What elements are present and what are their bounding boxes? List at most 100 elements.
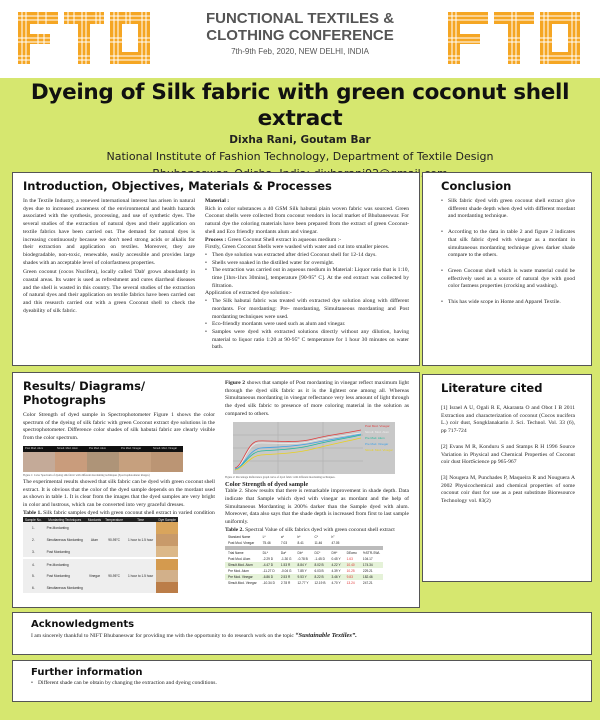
table-cell: -1.45 D <box>314 557 325 562</box>
figure-1-color-spectrum: Post Mod. Alum Simult. Mod. Alum Pre Mod. … <box>23 445 215 472</box>
spectrum-swatch: Simult. Mod. Alum <box>55 445 87 472</box>
figure-2-legend: Post Mod. Vinegar Simult. Mod. Alum Pre Mo… <box>363 421 395 474</box>
table-cell: 8.84 Y <box>294 562 312 569</box>
section-heading: Literature cited <box>441 381 543 395</box>
sample-no: 1. <box>23 522 44 535</box>
table-2: Standard Name L* a* b* C* h° Post Mod. Vinegar… <box>225 534 384 586</box>
table-cell: -0.04 G <box>280 569 292 574</box>
section-heading: Further information <box>31 667 143 678</box>
conference-name: FUNCTIONAL TEXTILES & CLOTHING CONFERENC… <box>190 10 410 56</box>
technique: Pre-Mordanting <box>43 558 86 571</box>
table-cell: 9.83 <box>343 574 360 581</box>
spectrum-swatch: Pre Mod. Alum <box>87 445 119 472</box>
table-cell: 9.53 Y <box>294 574 312 581</box>
table-cell: 104.17 <box>362 557 373 562</box>
color-strength-heading: Color Strength of dyed sample <box>225 480 309 488</box>
process-step: Then dye solution was extracted after dr… <box>205 252 409 260</box>
application-step: Samples were dyed with extracted solutio… <box>205 329 409 352</box>
table-header-row: Standard Name L* a* b* C* h° <box>225 534 383 540</box>
table-cell: 1.63 <box>346 557 353 562</box>
technique: Post Mordanting <box>43 546 86 559</box>
table-cell: 8.22 B <box>311 574 329 581</box>
table-cell: 1.53 R <box>277 562 295 569</box>
intro-paragraph: Green coconut (cocos Nucifera), locally … <box>23 269 195 314</box>
table-row: 1. Pre-Mordanting Alum 90-95°C 1 hour to 1.5… <box>23 522 179 559</box>
ack-text: I am sincerely thankful to NIFT Bhubanes… <box>31 633 296 639</box>
swatch-label: Simult. Mod. Vinegar <box>151 445 183 452</box>
table-cell: DL* <box>262 551 268 556</box>
table-cell: Db* <box>297 551 303 556</box>
swatch-label: Pre Mod. Vinegar <box>119 445 151 452</box>
table-cell: Standard Name <box>228 535 251 540</box>
table-cell: -11.27 D <box>262 569 275 574</box>
swatch-label: Pre Mod. Alum <box>87 445 119 452</box>
table-row: Post Mod. Vinegar 75.46 7.03 8.41 11.46 47.05 <box>225 540 383 546</box>
table-row: Simult.Mod. Alum -4.47 D 1.53 R 8.84 Y 8.02 … <box>225 562 384 569</box>
table-cell: 11.46 <box>314 541 323 546</box>
column-header: Mordants <box>85 517 104 523</box>
section-heading: Acknowledgments <box>31 619 135 630</box>
dye-sample-swatch <box>156 582 179 595</box>
table-row: Pre Mod. Vinegar -6.86 D 2.53 R 9.53 Y 8.22 … <box>225 574 384 581</box>
swatch-label: Post Mod. Alum <box>23 445 55 452</box>
table-separator <box>225 546 384 551</box>
results-section: Results/ Diagrams/ Photographs Color Str… <box>12 372 420 608</box>
intro-section: Introduction, Objectives, Materials & Pr… <box>12 172 420 366</box>
legend-entry: Pre Mod. Vinegar <box>365 441 389 446</box>
conclusion-item: According to the data in table 2 and fig… <box>441 229 575 260</box>
table-cell: 10.25 <box>346 569 355 574</box>
application-step: Eco-friendly mordants were used such as … <box>205 321 409 329</box>
table-1-label: Table 1. <box>23 509 42 516</box>
sample-no: 4. <box>23 558 44 571</box>
poster-title: Dyeing of Silk fabric with green coconut… <box>30 80 570 131</box>
temperature: 90-95°C <box>103 558 126 595</box>
table-cell: Simult.Mod. Alum <box>225 562 260 569</box>
legend-entry: Simult. Mod. Alum <box>365 429 390 434</box>
conference-date: 7th-9th Feb, 2020, NEW DELHI, INDIA <box>231 47 369 56</box>
results-paragraph: Table 2. Show results that there is rema… <box>225 488 409 526</box>
table-cell: 13.24 <box>346 581 355 586</box>
results-paragraph: Color Strength of dyed sample in Spectro… <box>23 412 215 442</box>
table-cell: h° <box>331 535 335 540</box>
application-step: The Silk habutai fabric was treated with… <box>205 298 409 321</box>
table-cell: -1.30 G <box>280 557 292 562</box>
table-cell: 182.46 <box>359 574 384 581</box>
table-cell: DEcmc <box>346 551 357 556</box>
table-cell: -4.47 D <box>259 562 278 569</box>
spectrum-swatch: Simult. Mod. Vinegar <box>151 445 183 472</box>
sample-no: 5. <box>23 570 44 583</box>
conclusion-item: Green Coconut shell which is waste mater… <box>441 268 575 291</box>
further-item: Different shade can be obtain by changin… <box>31 680 573 688</box>
table-cell: Pre Mod. Vinegar <box>225 574 260 581</box>
ftc-logo-right <box>448 12 580 64</box>
table-row: 2. Simultaneous Mordanting <box>23 534 179 547</box>
table-cell: C* <box>314 535 319 540</box>
ack-topic: “Sustainable Textiles”. <box>295 632 357 639</box>
table-cell: -2.29 D <box>262 557 274 562</box>
table-cell: Simult.Mod. Vinegar <box>228 581 257 586</box>
curve-pre-mod-vinegar <box>234 433 362 469</box>
table-cell: 75.46 <box>262 541 271 546</box>
process-intro: Firstly, Green Coconut Shells were washe… <box>205 244 390 251</box>
column-header: Temperature <box>103 517 126 523</box>
table-2-caption: Spectral Value of silk fabrics dyed with… <box>245 526 395 533</box>
table-cell: 247.21 <box>362 581 373 586</box>
poster-title-block: Dyeing of Silk fabric with green coconut… <box>0 80 600 182</box>
conclusion-item: Silk fabric dyed with green coconut shel… <box>441 198 575 221</box>
reference: [2] Evans M R, Konduru S and Stamps R H … <box>441 443 575 466</box>
table-cell: b* <box>297 535 301 540</box>
table-cell: -6.86 D <box>259 574 278 581</box>
sample-no: 3. <box>23 546 44 559</box>
swatch-color <box>55 451 87 472</box>
process-step: The extraction was carried out in aqueou… <box>205 267 409 290</box>
affiliation: National Institute of Fashion Technology… <box>106 150 494 163</box>
table-cell: 174.34 <box>359 562 384 569</box>
material-label: Material : <box>205 198 230 204</box>
table-row: Simult.Mod. Vinegar -10.34 D 2.78 R 12.77 Y… <box>225 580 383 586</box>
table-cell: 4.39 Y <box>331 569 341 574</box>
reflectance-plot <box>233 421 363 474</box>
section-heading: Introduction, Objectives, Materials & Pr… <box>23 179 332 193</box>
curve-simult-mod-alum <box>234 432 362 469</box>
table-cell: 4.22 Y <box>328 562 344 569</box>
table-cell: a* <box>280 535 284 540</box>
